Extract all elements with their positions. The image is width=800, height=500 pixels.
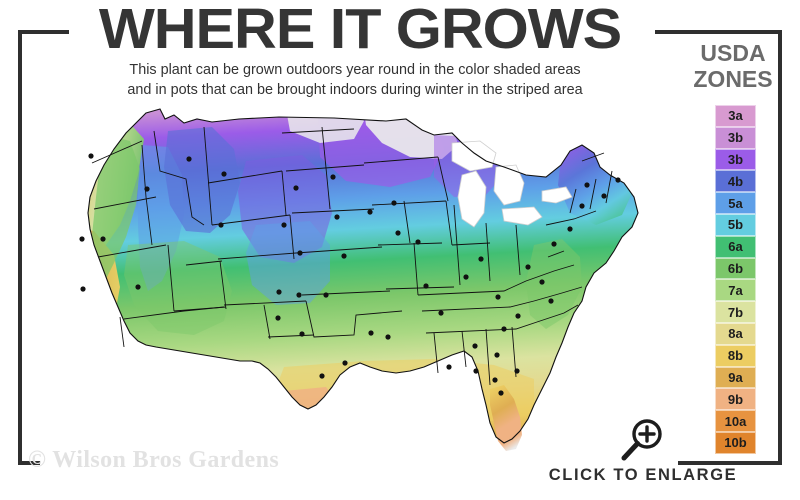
legend-swatch-9a-12: 9a (715, 366, 756, 389)
frame-bottom-left-segment (18, 461, 40, 465)
legend-swatch-4b-3: 4b (715, 170, 756, 193)
legend-heading-line-2: ZONES (693, 66, 773, 92)
legend-swatch-3b-1: 3b (715, 126, 756, 149)
legend-swatch-7b-9: 7b (715, 301, 756, 323)
legend-swatch-5b-5: 5b (715, 213, 756, 236)
map-zone-fill (88, 109, 638, 443)
lake-superior (451, 140, 497, 172)
zone-overlay-great-basin (124, 241, 232, 335)
frame-bottom-right-segment (678, 461, 782, 465)
map-region-florida (490, 385, 522, 451)
frame-left-segment (18, 30, 22, 465)
lake-huron (493, 164, 525, 206)
legend-swatch-label: 8b (727, 348, 744, 364)
zone-overlay-intermountain-west (164, 127, 240, 233)
usda-hardiness-zone-map[interactable] (34, 105, 664, 455)
map-svg[interactable] (34, 105, 664, 455)
legend-swatch-3b-2: 3b (715, 148, 756, 171)
legend-swatch-6a-6: 6a (715, 235, 756, 258)
usda-zone-legend: 3a 3b 3b 4b 5a 5b 6a 6b 7a 7b 8a 8b 9a 9b 10a 10b (715, 105, 756, 454)
magnifier-plus-icon[interactable] (620, 418, 666, 462)
legend-swatch-label: 9a (728, 369, 743, 385)
click-to-enlarge-label[interactable]: CLICK TO ENLARGE (548, 466, 738, 484)
watermark: © Wilson Bros Gardens (28, 447, 280, 473)
legend-swatch-label: 9b (727, 391, 744, 407)
usa-outline (87, 108, 639, 444)
legend-swatch-6b-7: 6b (715, 257, 756, 280)
legend-swatch-label: 3a (728, 108, 743, 124)
legend-swatch-label: 5b (727, 217, 744, 233)
legend-swatch-label: 10a (724, 413, 747, 429)
lake-ontario (541, 186, 573, 204)
legend-swatch-label: 7b (727, 304, 744, 320)
legend-swatch-label: 10b (724, 435, 747, 451)
legend-swatch-label: 7a (728, 282, 743, 298)
legend-swatch-10a-14: 10a (715, 410, 756, 432)
zone-overlay-south-texas (284, 387, 340, 435)
legend-swatch-label: 6a (728, 239, 743, 255)
legend-swatch-9b-13: 9b (715, 388, 756, 411)
zone-overlay-appalachians (526, 239, 582, 329)
frame-right-segment (778, 30, 782, 465)
city-dots (79, 153, 621, 396)
lake-erie (501, 206, 543, 226)
subtitle-line-2: and in pots that can be brought indoors … (127, 82, 583, 98)
legend-swatch-label: 6b (727, 260, 744, 276)
zone-overlay-colorado-plateau (246, 221, 330, 305)
legend-swatch-label: 3b (727, 151, 744, 167)
zone-overlay-cascade-range (92, 135, 140, 283)
subtitle-text: This plant can be grown outdoors year ro… (40, 60, 670, 100)
legend-swatch-5a-4: 5a (715, 192, 756, 214)
legend-swatch-3a-0: 3a (715, 105, 756, 127)
legend-swatch-label: 5a (728, 195, 743, 211)
legend-swatch-label: 3b (727, 130, 744, 146)
legend-swatch-10b-15: 10b (715, 431, 756, 454)
legend-swatch-8a-10: 8a (715, 322, 756, 345)
page-title: WHERE IT GROWS (98, 0, 622, 61)
frame-top-right-segment (655, 30, 782, 34)
legend-swatch-label: 8a (728, 326, 743, 342)
lake-michigan (457, 170, 487, 228)
frame-top-left-segment (18, 30, 69, 34)
great-lakes (451, 140, 573, 228)
legend-heading: USDA ZONES (678, 40, 788, 92)
legend-swatch-8b-11: 8b (715, 344, 756, 367)
legend-swatch-7a-8: 7a (715, 279, 756, 302)
legend-swatch-label: 4b (727, 173, 744, 189)
subtitle-line-1: This plant can be grown outdoors year ro… (129, 62, 581, 78)
state-boundaries (91, 126, 613, 386)
legend-heading-line-1: USDA (700, 40, 766, 66)
